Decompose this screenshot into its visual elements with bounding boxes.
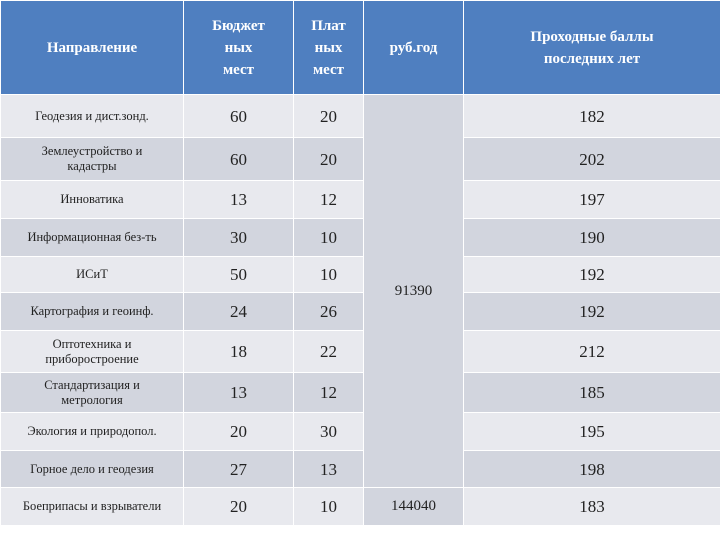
table-row: ИСиТ 50 10 192 xyxy=(0,256,720,293)
score-cell: 182 xyxy=(463,94,720,138)
budget-cell: 20 xyxy=(183,487,294,526)
paid-cell: 12 xyxy=(293,372,364,413)
table-row: Инноватика 13 12 197 xyxy=(0,180,720,219)
table-body: Геодезия и дист.зонд. 60 20 91390 182 Землеус… xyxy=(0,94,720,526)
direction-cell: Инноватика xyxy=(0,180,184,219)
score-cell: 192 xyxy=(463,292,720,331)
table-row: Землеустройство и кадастры 60 20 202 xyxy=(0,137,720,181)
paid-cell: 22 xyxy=(293,330,364,373)
fee-cell: 144040 xyxy=(363,487,464,526)
budget-cell: 50 xyxy=(183,256,294,293)
table-row: Информационная без-ть 30 10 190 xyxy=(0,218,720,257)
budget-cell: 60 xyxy=(183,137,294,181)
paid-cell: 10 xyxy=(293,256,364,293)
score-cell: 183 xyxy=(463,487,720,526)
score-cell: 197 xyxy=(463,180,720,219)
paid-cell: 20 xyxy=(293,94,364,138)
budget-cell: 27 xyxy=(183,450,294,488)
score-cell: 192 xyxy=(463,256,720,293)
score-cell: 185 xyxy=(463,372,720,413)
direction-cell: ИСиТ xyxy=(0,256,184,293)
score-cell: 212 xyxy=(463,330,720,373)
table-row: Экология и природопол. 20 30 195 xyxy=(0,412,720,451)
header-cell: Проходные баллы последних лет xyxy=(463,0,720,95)
table-row: Боеприпасы и взрыватели 20 10 144040 183 xyxy=(0,487,720,526)
budget-cell: 13 xyxy=(183,372,294,413)
table-row: Стандартизация и метрология 13 12 185 xyxy=(0,372,720,413)
fee-cell: 91390 xyxy=(363,94,464,488)
paid-cell: 12 xyxy=(293,180,364,219)
direction-cell: Информационная без-ть xyxy=(0,218,184,257)
table-row: Горное дело и геодезия 27 13 198 xyxy=(0,450,720,488)
paid-cell: 10 xyxy=(293,218,364,257)
direction-cell: Горное дело и геодезия xyxy=(0,450,184,488)
score-cell: 190 xyxy=(463,218,720,257)
budget-cell: 18 xyxy=(183,330,294,373)
header-cell: Плат ных мест xyxy=(293,0,364,95)
paid-cell: 20 xyxy=(293,137,364,181)
budget-cell: 24 xyxy=(183,292,294,331)
header-cell: Бюджет ных мест xyxy=(183,0,294,95)
paid-cell: 26 xyxy=(293,292,364,331)
budget-cell: 20 xyxy=(183,412,294,451)
paid-cell: 13 xyxy=(293,450,364,488)
table-row: Картография и геоинф. 24 26 192 xyxy=(0,292,720,331)
score-cell: 202 xyxy=(463,137,720,181)
paid-cell: 10 xyxy=(293,487,364,526)
direction-cell: Экология и природопол. xyxy=(0,412,184,451)
score-cell: 195 xyxy=(463,412,720,451)
header-cell: руб.год xyxy=(363,0,464,95)
score-cell: 198 xyxy=(463,450,720,488)
budget-cell: 13 xyxy=(183,180,294,219)
direction-cell: Картография и геоинф. xyxy=(0,292,184,331)
paid-cell: 30 xyxy=(293,412,364,451)
direction-cell: Боеприпасы и взрыватели xyxy=(0,487,184,526)
table-row: Геодезия и дист.зонд. 60 20 91390 182 xyxy=(0,94,720,488)
table-row: Оптотехника и приборостроение 18 22 212 xyxy=(0,330,720,373)
header-cell: Направление xyxy=(0,0,184,95)
admission-table: Направление Бюджет ных мест Плат ных мест р… xyxy=(0,0,720,526)
header-row: Направление Бюджет ных мест Плат ных мест р… xyxy=(0,0,720,95)
direction-cell: Землеустройство и кадастры xyxy=(0,137,184,181)
direction-cell: Стандартизация и метрология xyxy=(0,372,184,413)
table-header: Направление Бюджет ных мест Плат ных мест р… xyxy=(0,0,720,95)
direction-cell: Оптотехника и приборостроение xyxy=(0,330,184,373)
budget-cell: 60 xyxy=(183,94,294,138)
direction-cell: Геодезия и дист.зонд. xyxy=(0,94,184,138)
budget-cell: 30 xyxy=(183,218,294,257)
